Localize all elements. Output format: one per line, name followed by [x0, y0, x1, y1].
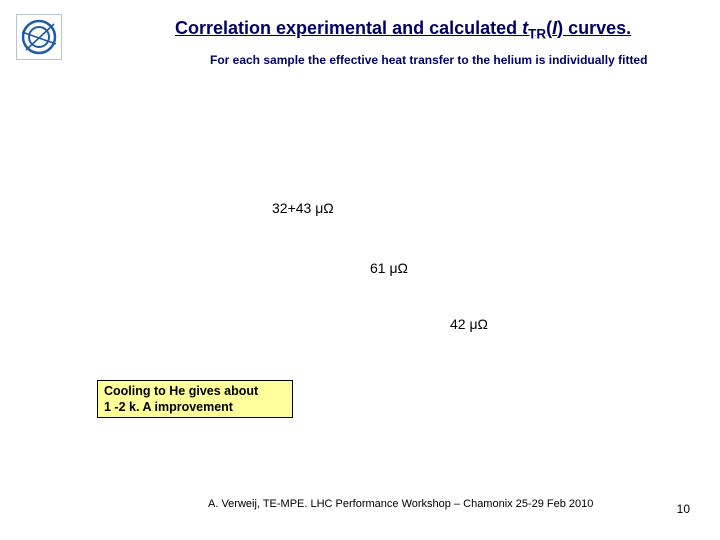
title-paren-close: ) curves. — [557, 18, 631, 38]
callout-line-1: Cooling to He gives about — [104, 384, 286, 400]
title-text-prefix: Correlation experimental and calculated — [175, 18, 522, 38]
slide-subtitle: For each sample the effective heat trans… — [210, 53, 647, 67]
slide-title: Correlation experimental and calculated … — [175, 18, 631, 42]
data-label-3: 42 μΩ — [450, 316, 488, 332]
footer-text: A. Verweij, TE-MPE. LHC Performance Work… — [208, 498, 593, 510]
callout-box: Cooling to He gives about 1 -2 k. A impr… — [97, 380, 293, 418]
page-number: 10 — [677, 502, 690, 516]
data-label-1: 32+43 μΩ — [272, 200, 334, 216]
callout-line-2: 1 -2 k. A improvement — [104, 400, 286, 416]
cern-logo — [16, 14, 62, 60]
data-label-2: 61 μΩ — [370, 260, 408, 276]
title-subscript: TR — [528, 27, 546, 42]
